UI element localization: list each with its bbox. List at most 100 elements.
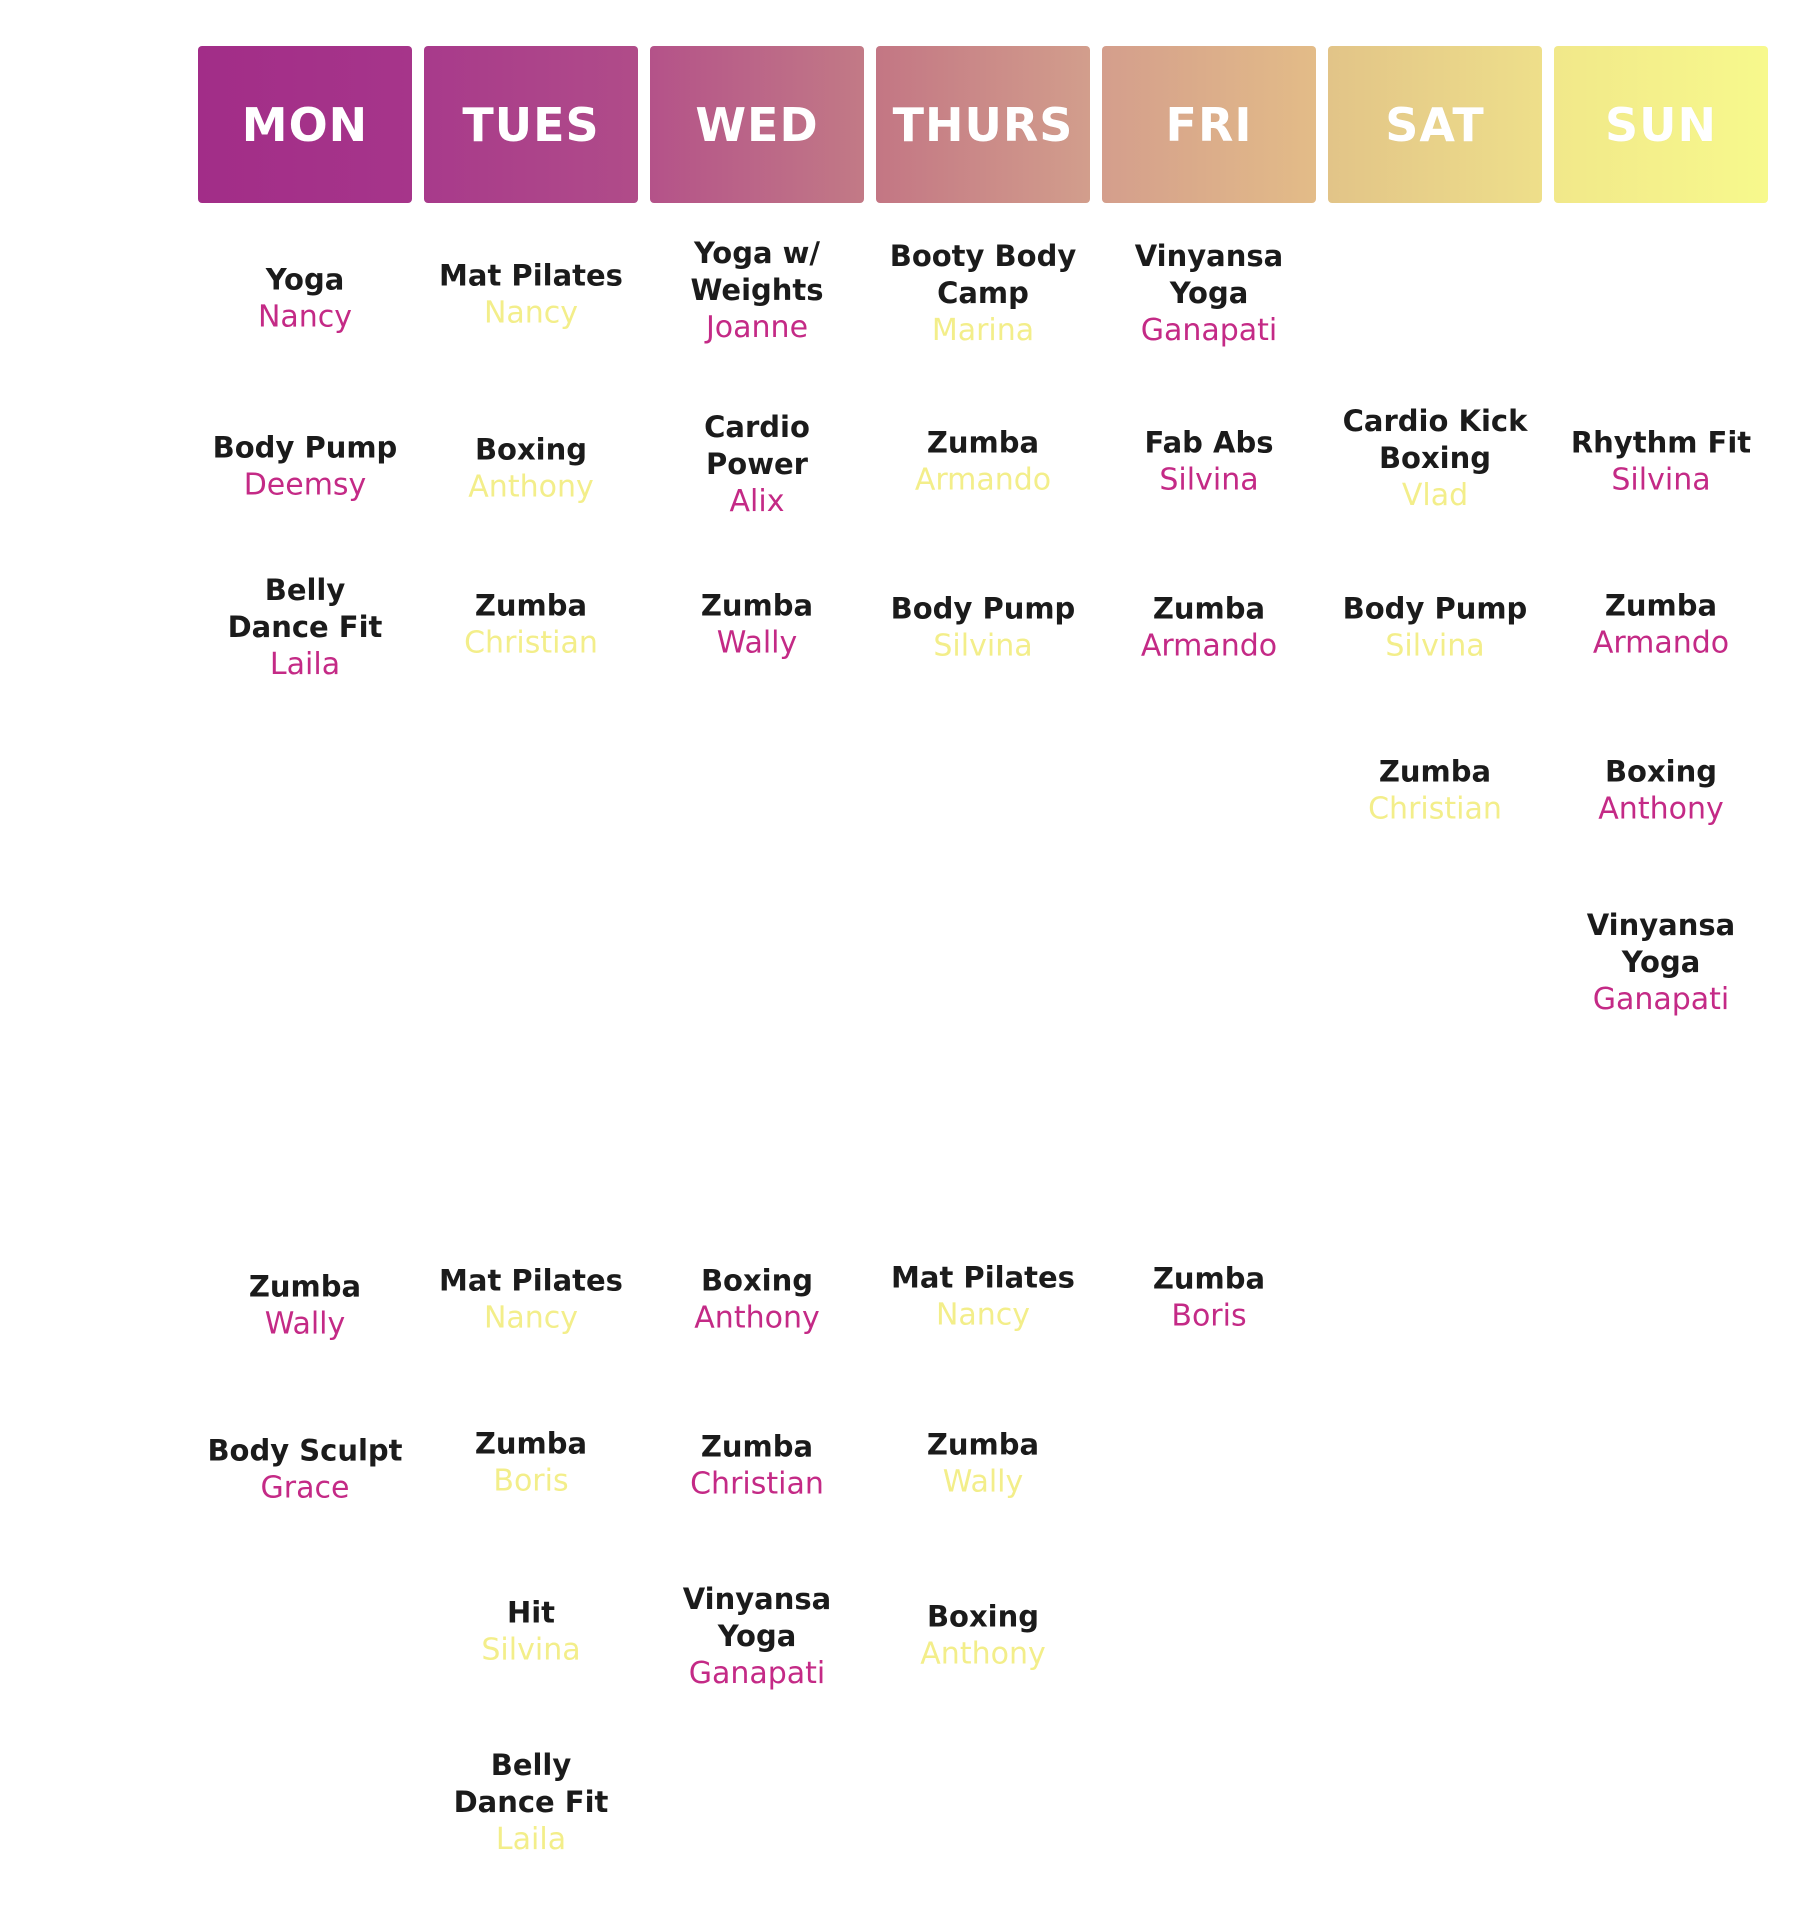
class-instructor: Silvina xyxy=(1611,462,1711,498)
class-name: Zumba xyxy=(248,1269,362,1304)
class-name: Vinyansa Yoga xyxy=(682,1582,832,1653)
class-entry: Rhythm Fit Silvina xyxy=(1554,425,1768,500)
class-instructor: Boris xyxy=(1171,1298,1247,1334)
class-instructor: Nancy xyxy=(257,299,353,335)
class-entry: Zumba Armando xyxy=(876,425,1090,500)
class-entry: Zumba Christian xyxy=(424,588,638,663)
class-name: Zumba xyxy=(1604,588,1718,623)
class-instructor: Nancy xyxy=(483,295,579,331)
class-instructor: Boris xyxy=(493,1463,569,1499)
class-name: Body Pump xyxy=(890,591,1076,626)
class-entry: Body Pump Deemsy xyxy=(198,430,412,505)
class-name: Zumba xyxy=(700,1429,814,1464)
class-entry: Belly Dance Fit Laila xyxy=(441,1747,621,1859)
class-instructor: Anthony xyxy=(468,469,594,505)
class-instructor: Christian xyxy=(1368,791,1502,827)
class-instructor: Grace xyxy=(260,1470,350,1506)
class-name: Zumba xyxy=(1378,754,1492,789)
class-name: Hit xyxy=(506,1595,556,1630)
class-instructor: Nancy xyxy=(483,1300,579,1336)
class-name: Vinyansa Yoga xyxy=(1134,239,1284,310)
class-instructor: Ganapati xyxy=(1140,313,1278,348)
class-entry: Yoga Nancy xyxy=(198,262,412,337)
class-entry: Body Pump Silvina xyxy=(876,591,1090,666)
class-name: Body Pump xyxy=(1342,591,1528,626)
day-header-thurs: THURS xyxy=(876,46,1090,203)
class-entry: Cardio Power Alix xyxy=(682,409,832,521)
class-instructor: Laila xyxy=(495,1822,567,1857)
class-entry: Vinyansa Yoga Ganapati xyxy=(1576,907,1746,1019)
class-name: Zumba xyxy=(926,1427,1040,1462)
class-name: Belly Dance Fit xyxy=(453,1748,609,1819)
class-entry: Body Sculpt Grace xyxy=(198,1433,412,1508)
class-instructor: Armando xyxy=(1592,625,1730,661)
class-name: Booty Body Camp xyxy=(889,239,1077,310)
class-instructor: Nancy xyxy=(935,1297,1031,1333)
class-entry: Mat Pilates Nancy xyxy=(876,1260,1090,1335)
class-name: Fab Abs xyxy=(1144,425,1274,460)
class-entry: Vinyansa Yoga Ganapati xyxy=(1124,238,1294,350)
class-name: Mat Pilates xyxy=(439,1263,623,1298)
class-entry: Cardio Kick Boxing Vlad xyxy=(1335,403,1535,515)
class-name: Boxing xyxy=(1604,754,1718,789)
class-name: Boxing xyxy=(926,1599,1040,1634)
class-instructor: Wally xyxy=(716,625,798,661)
class-entry: Zumba Boris xyxy=(1102,1261,1316,1336)
class-instructor: Alix xyxy=(729,484,785,519)
class-name: Yoga xyxy=(265,262,345,297)
class-entry: Body Pump Silvina xyxy=(1328,591,1542,666)
class-instructor: Silvina xyxy=(933,628,1033,664)
class-instructor: Christian xyxy=(464,625,598,661)
class-name: Zumba xyxy=(474,1426,588,1461)
day-header-mon: MON xyxy=(198,46,412,203)
class-entry: Zumba Armando xyxy=(1554,588,1768,663)
class-entry: Zumba Boris xyxy=(424,1426,638,1501)
class-entry: Boxing Anthony xyxy=(424,432,638,507)
class-instructor: Wally xyxy=(264,1306,346,1342)
class-instructor: Deemsy xyxy=(243,467,367,503)
class-name: Zumba xyxy=(926,425,1040,460)
class-instructor: Vlad xyxy=(1401,478,1469,513)
day-header-sun: SUN xyxy=(1554,46,1768,203)
class-instructor: Anthony xyxy=(920,1636,1046,1672)
class-entry: Vinyansa Yoga Ganapati xyxy=(672,1581,842,1693)
class-entry: Zumba Christian xyxy=(1328,754,1542,829)
day-header-wed: WED xyxy=(650,46,864,203)
class-entry: Booty Body Camp Marina xyxy=(888,238,1078,350)
class-entry: Zumba Wally xyxy=(198,1269,412,1344)
class-instructor: Laila xyxy=(269,647,341,682)
class-entry: Belly Dance Fit Laila xyxy=(215,572,395,684)
class-name: Rhythm Fit xyxy=(1570,425,1752,460)
class-instructor: Armando xyxy=(914,462,1052,498)
class-name: Cardio Power xyxy=(704,410,810,481)
class-name: Zumba xyxy=(1152,591,1266,626)
class-entry: Zumba Wally xyxy=(876,1427,1090,1502)
class-entry: Mat Pilates Nancy xyxy=(424,1263,638,1338)
class-instructor: Silvina xyxy=(481,1632,581,1668)
class-entry: Zumba Wally xyxy=(650,588,864,663)
day-header-fri: FRI xyxy=(1102,46,1316,203)
class-entry: Boxing Anthony xyxy=(876,1599,1090,1674)
class-entry: Mat Pilates Nancy xyxy=(424,258,638,333)
day-header-sat: SAT xyxy=(1328,46,1542,203)
class-name: Vinyansa Yoga xyxy=(1586,908,1736,979)
class-instructor: Christian xyxy=(690,1466,824,1502)
class-name: Belly Dance Fit xyxy=(227,573,383,644)
class-name: Yoga w/ Weights xyxy=(690,236,824,307)
class-name: Zumba xyxy=(700,588,814,623)
class-name: Zumba xyxy=(1152,1261,1266,1296)
class-name: Boxing xyxy=(474,432,588,467)
class-instructor: Ganapati xyxy=(1592,982,1730,1017)
class-instructor: Joanne xyxy=(705,310,809,345)
class-entry: Zumba Armando xyxy=(1102,591,1316,666)
class-instructor: Wally xyxy=(942,1464,1024,1500)
class-entry: Boxing Anthony xyxy=(1554,754,1768,829)
class-name: Boxing xyxy=(700,1263,814,1298)
class-entry: Boxing Anthony xyxy=(650,1263,864,1338)
class-entry: Zumba Christian xyxy=(650,1429,864,1504)
class-entry: Yoga w/ Weights Joanne xyxy=(672,235,842,347)
class-instructor: Silvina xyxy=(1159,462,1259,498)
class-name: Zumba xyxy=(474,588,588,623)
class-name: Body Pump xyxy=(212,430,398,465)
day-header-tues: TUES xyxy=(424,46,638,203)
